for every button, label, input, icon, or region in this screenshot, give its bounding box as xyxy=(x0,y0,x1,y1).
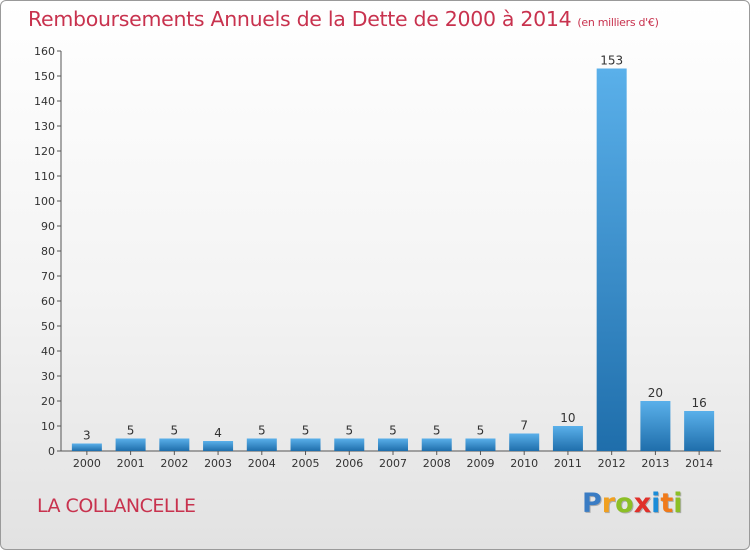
y-tick-label: 40 xyxy=(41,345,55,358)
x-tick-label: 2008 xyxy=(423,457,451,470)
data-label: 5 xyxy=(171,424,179,438)
chart-title-text: Remboursements Annuels de la Dette de 20… xyxy=(28,7,572,31)
x-tick-label: 2011 xyxy=(554,457,582,470)
y-tick-label: 110 xyxy=(34,170,55,183)
data-label: 5 xyxy=(433,424,441,438)
y-tick-label: 160 xyxy=(34,45,55,58)
y-tick-label: 150 xyxy=(34,70,55,83)
y-tick-label: 90 xyxy=(41,220,55,233)
proxiti-logo: Proxiti xyxy=(582,488,683,519)
y-tick-label: 70 xyxy=(41,270,55,283)
data-label: 3 xyxy=(83,429,91,443)
x-tick-label: 2004 xyxy=(248,457,276,470)
chart-title: Remboursements Annuels de la Dette de 20… xyxy=(28,7,659,31)
data-label: 7 xyxy=(520,419,528,433)
x-tick-label: 2006 xyxy=(335,457,363,470)
data-label: 5 xyxy=(258,424,266,438)
bar xyxy=(290,438,321,451)
bar xyxy=(640,401,671,451)
data-label: 153 xyxy=(600,54,623,68)
data-label: 5 xyxy=(389,424,397,438)
logo-letter: t xyxy=(660,488,674,519)
bar xyxy=(71,443,102,451)
bar xyxy=(465,438,496,451)
x-tick-label: 2005 xyxy=(292,457,320,470)
data-label: 5 xyxy=(127,424,135,438)
y-tick-label: 20 xyxy=(41,395,55,408)
x-tick-label: 2003 xyxy=(204,457,232,470)
data-label: 10 xyxy=(560,411,575,425)
bar xyxy=(509,433,540,451)
x-tick-label: 2010 xyxy=(510,457,538,470)
bar xyxy=(552,426,583,451)
y-tick-label: 100 xyxy=(34,195,55,208)
bar xyxy=(684,411,715,451)
x-tick-label: 2012 xyxy=(598,457,626,470)
y-tick-label: 0 xyxy=(48,445,55,458)
data-label: 5 xyxy=(477,424,485,438)
x-tick-label: 2009 xyxy=(466,457,494,470)
data-label: 16 xyxy=(691,396,706,410)
bar xyxy=(246,438,277,451)
y-tick-label: 60 xyxy=(41,295,55,308)
data-label: 4 xyxy=(214,426,222,440)
bar xyxy=(159,438,190,451)
logo-letter: o xyxy=(615,488,634,519)
bar xyxy=(378,438,408,451)
bar xyxy=(596,68,627,451)
data-label: 5 xyxy=(302,424,310,438)
x-tick-label: 2000 xyxy=(73,457,101,470)
logo-letter: i xyxy=(651,488,661,519)
chart-subtitle: (en milliers d'€) xyxy=(577,16,659,29)
logo-letter: x xyxy=(633,488,652,519)
y-tick-label: 30 xyxy=(41,370,55,383)
commune-name: LA COLLANCELLE xyxy=(37,495,196,517)
x-tick-label: 2001 xyxy=(117,457,145,470)
bar xyxy=(334,438,365,451)
y-tick-label: 140 xyxy=(34,95,55,108)
bar xyxy=(115,438,146,451)
y-tick-label: 120 xyxy=(34,145,55,158)
bar xyxy=(421,438,452,451)
y-tick-label: 130 xyxy=(34,120,55,133)
x-tick-label: 2002 xyxy=(160,457,188,470)
data-label: 20 xyxy=(648,386,663,400)
logo-letter: P xyxy=(582,488,602,519)
y-tick-label: 80 xyxy=(41,245,55,258)
x-tick-label: 2014 xyxy=(685,457,713,470)
logo-letter: i xyxy=(673,488,683,519)
x-tick-label: 2007 xyxy=(379,457,407,470)
data-label: 5 xyxy=(345,424,353,438)
bar xyxy=(203,441,234,451)
x-tick-label: 2013 xyxy=(641,457,669,470)
logo-letter: r xyxy=(601,488,616,519)
y-tick-label: 50 xyxy=(41,320,55,333)
y-tick-label: 10 xyxy=(41,420,55,433)
